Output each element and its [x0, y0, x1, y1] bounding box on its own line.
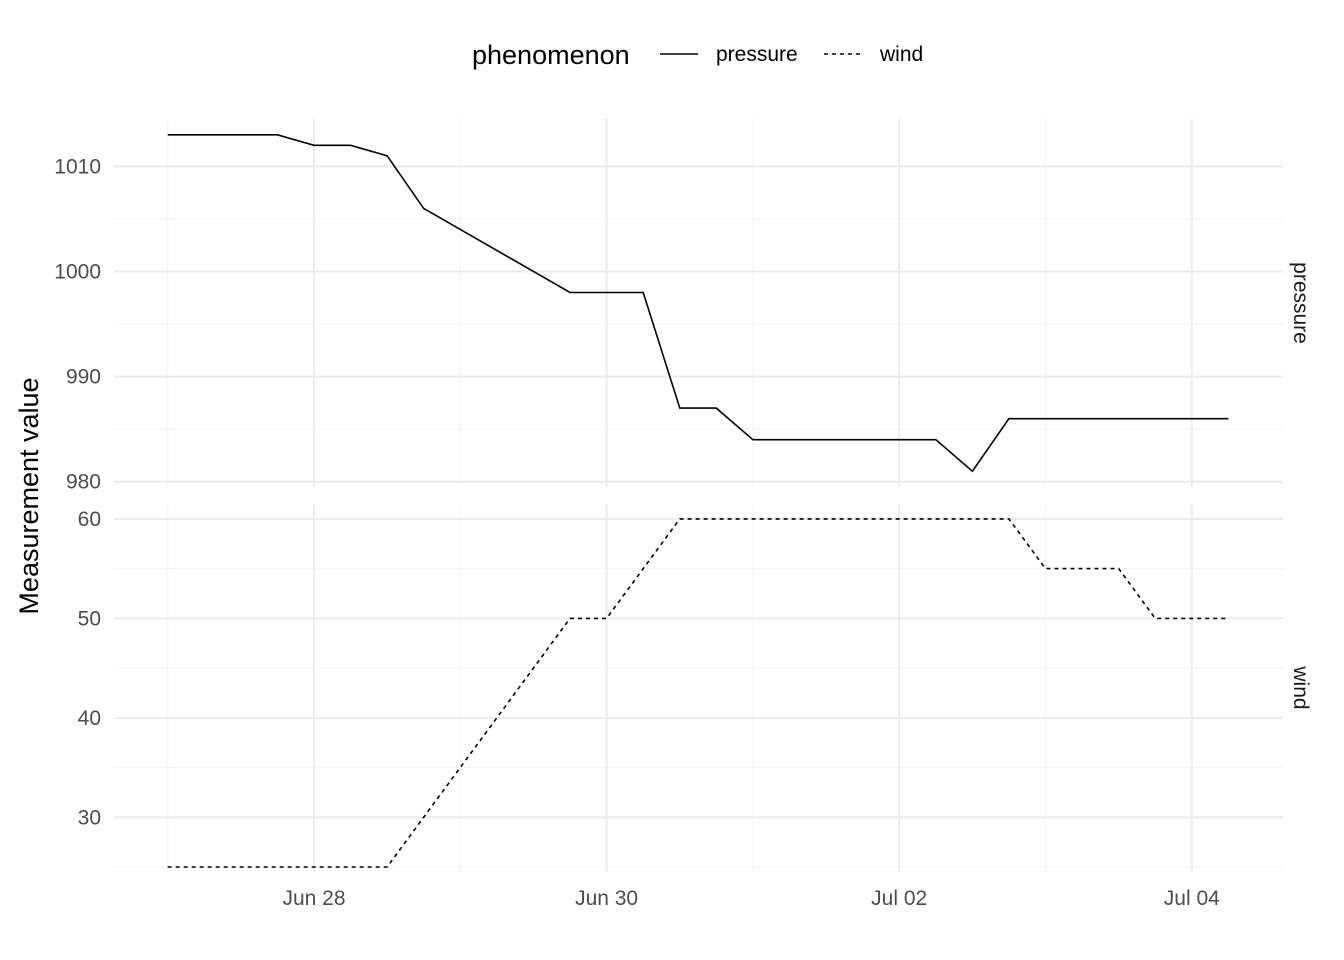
- y-tick-label: 50: [78, 607, 101, 630]
- x-tick-label: Jun 28: [282, 887, 345, 910]
- legend-label-pressure: pressure: [716, 43, 798, 66]
- series-line-pressure: [167, 134, 1229, 473]
- y-tick-label: 990: [66, 366, 101, 389]
- x-tick-label: Jul 04: [1164, 887, 1220, 910]
- y-tick-label: 30: [78, 806, 101, 829]
- x-tick-label: Jul 02: [871, 887, 927, 910]
- panel-pressure: 980 990 1000 1010 pressure: [54, 119, 1312, 494]
- x-tick-label: Jun 30: [575, 887, 638, 910]
- strip-label-pressure: pressure: [1289, 262, 1312, 344]
- y-tick-label: 1010: [54, 155, 101, 178]
- x-axis-ticks: Jun 28 Jun 30 Jul 02 Jul 04: [282, 887, 1220, 910]
- y-axis-title: Measurement value: [14, 377, 44, 614]
- legend: phenomenon pressure wind: [472, 40, 923, 70]
- y-tick-label: 40: [78, 707, 101, 730]
- y-tick-label: 1000: [54, 260, 101, 283]
- y-tick-label: 980: [66, 471, 101, 494]
- y-tick-label: 60: [78, 508, 101, 531]
- series-line-wind: [167, 518, 1229, 868]
- legend-title: phenomenon: [472, 40, 630, 70]
- strip-label-wind: wind: [1289, 665, 1312, 709]
- legend-label-wind: wind: [879, 43, 923, 66]
- panel-wind: 30 40 50 60 wind: [78, 504, 1312, 872]
